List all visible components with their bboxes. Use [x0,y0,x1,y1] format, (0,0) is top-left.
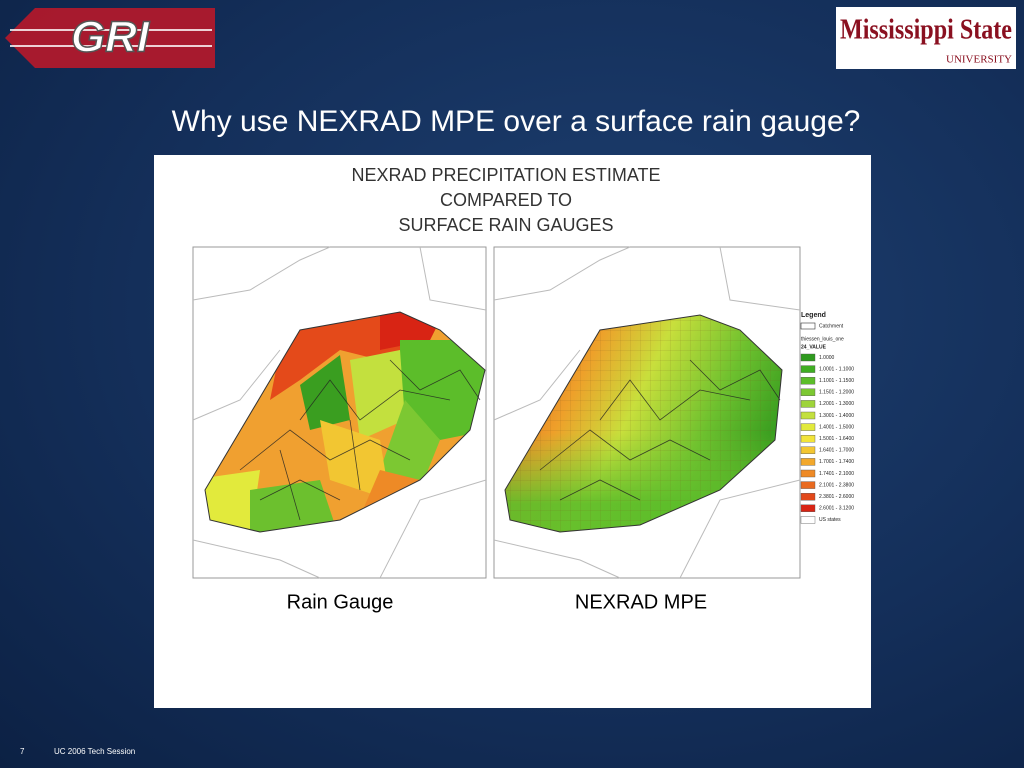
caption: NEXRAD MPE [575,591,707,613]
legend-label: 1.0000 [819,355,835,361]
page-number: 7 [20,747,25,756]
legend-label: 1.0001 - 1.1000 [819,366,854,372]
legend-label: 1.5001 - 1.6400 [819,436,854,442]
legend-title: Legend [801,312,826,319]
legend-label: 1.7001 - 1.7400 [819,459,854,465]
legend-swatch [800,516,816,524]
gri-logo: GRI [5,8,215,68]
legend-swatch [800,322,816,330]
legend-swatch [800,481,816,489]
figure-heading: SURFACE RAIN GAUGES [398,215,613,235]
legend-swatch [800,353,816,362]
legend-label: 1.2001 - 1.3000 [819,401,854,407]
legend-layer: thiessen_louis_one [801,336,844,342]
figure-heading: COMPARED TO [440,190,572,210]
legend-label: 2.1001 - 2.3800 [819,482,854,488]
legend-swatch [800,388,816,396]
caption: Rain Gauge [287,591,394,613]
legend-swatch [800,365,816,373]
legend-label: US states [819,517,841,523]
legend-swatch [800,469,816,478]
legend-label: 1.7401 - 2.1000 [819,471,854,477]
legend-label: 2.3801 - 2.6000 [819,494,854,500]
footer-text: UC 2006 Tech Session [54,747,135,756]
legend-label: 2.6001 - 3.1200 [819,506,854,512]
logo-subtext: UNIVERSITY [946,54,1012,66]
legend-swatch [800,504,816,512]
legend-label: 1.6401 - 1.7000 [819,448,854,454]
rain-gauge-map [192,246,487,579]
legend-swatch [800,435,816,443]
legend-swatch [800,493,816,501]
legend-label: Catchment [819,323,844,329]
legend-label: 1.3001 - 1.4000 [819,413,854,419]
figure-heading: NEXRAD PRECIPITATION ESTIMATE [351,165,660,185]
nexrad-map [493,246,801,579]
msu-logo: Mississippi State UNIVERSITY [836,7,1016,69]
legend-swatch [800,411,816,420]
legend-field: 24_VALUE [801,344,827,350]
legend-swatch [800,423,816,431]
legend-swatch [800,400,816,408]
logo-text: Mississippi State [840,14,1012,45]
logo-text: GRI [71,13,150,62]
legend-swatch [800,377,816,385]
legend-swatch [800,458,816,466]
legend-label: 1.4001 - 1.5000 [819,424,854,430]
legend-label: 1.1501 - 1.2000 [819,390,854,396]
legend-label: 1.1001 - 1.1500 [819,378,854,384]
slide-title: Why use NEXRAD MPE over a surface rain g… [172,105,861,138]
legend-swatch [800,446,816,454]
